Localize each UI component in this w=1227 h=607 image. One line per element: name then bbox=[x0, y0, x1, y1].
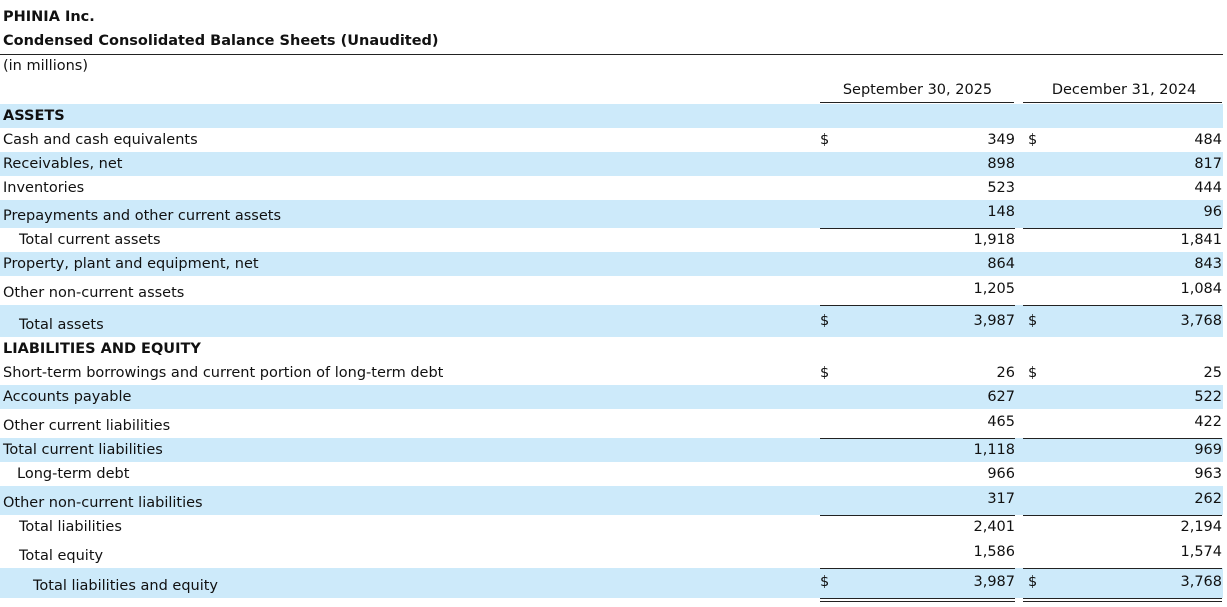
title-rule bbox=[0, 54, 1223, 55]
cell-value: 444 bbox=[1194, 180, 1222, 196]
row-label: Short-term borrowings and current portio… bbox=[3, 365, 444, 381]
row-background bbox=[0, 486, 1223, 515]
row-background bbox=[0, 568, 1223, 598]
row-label: Receivables, net bbox=[3, 156, 123, 172]
cell-value: 963 bbox=[1194, 466, 1222, 482]
row-label: Prepayments and other current assets bbox=[3, 208, 282, 224]
row-label: Other non-current assets bbox=[3, 285, 185, 301]
section-heading: ASSETS bbox=[3, 108, 65, 124]
column-header: December 31, 2024 bbox=[1051, 82, 1197, 98]
cell-value: 148 bbox=[987, 204, 1015, 220]
row-label: Total liabilities and equity bbox=[33, 578, 219, 594]
row-label: Total equity bbox=[19, 548, 104, 564]
subtotal-rule bbox=[820, 438, 1015, 439]
cell-value: 1,918 bbox=[973, 232, 1015, 248]
currency-symbol: $ bbox=[1028, 365, 1038, 381]
row-background bbox=[0, 252, 1223, 276]
row-label: Cash and cash equivalents bbox=[3, 132, 198, 148]
total-rule bbox=[1023, 598, 1222, 599]
cell-value: 1,586 bbox=[973, 544, 1015, 560]
column-rule bbox=[820, 102, 1014, 103]
cell-value: 898 bbox=[987, 156, 1015, 172]
cell-value: 817 bbox=[1194, 156, 1222, 172]
cell-value: 3,768 bbox=[1180, 574, 1222, 590]
cell-value: 1,841 bbox=[1180, 232, 1222, 248]
cell-value: 843 bbox=[1194, 256, 1222, 272]
cell-value: 349 bbox=[987, 132, 1015, 148]
row-label: Long-term debt bbox=[17, 466, 130, 482]
cell-value: 966 bbox=[987, 466, 1015, 482]
currency-symbol: $ bbox=[820, 574, 830, 590]
row-label: Total current liabilities bbox=[3, 442, 163, 458]
currency-symbol: $ bbox=[820, 313, 830, 329]
subtotal-rule bbox=[1023, 228, 1222, 229]
cell-value: 262 bbox=[1194, 491, 1222, 507]
column-header: September 30, 2025 bbox=[842, 82, 993, 98]
row-label: Inventories bbox=[3, 180, 85, 196]
subtotal-rule bbox=[820, 568, 1015, 569]
row-background bbox=[0, 385, 1223, 409]
cell-value: 627 bbox=[987, 389, 1015, 405]
cell-value: 1,574 bbox=[1180, 544, 1222, 560]
cell-value: 522 bbox=[1194, 389, 1222, 405]
cell-value: 969 bbox=[1194, 442, 1222, 458]
subtotal-rule bbox=[820, 305, 1015, 306]
currency-symbol: $ bbox=[1028, 313, 1038, 329]
row-background bbox=[0, 305, 1223, 337]
subtotal-rule bbox=[1023, 515, 1222, 516]
currency-symbol: $ bbox=[820, 365, 830, 381]
currency-symbol: $ bbox=[1028, 574, 1038, 590]
column-rule bbox=[1023, 102, 1222, 103]
cell-value: 465 bbox=[987, 414, 1015, 430]
subtotal-rule bbox=[1023, 568, 1222, 569]
row-label: Total current assets bbox=[19, 232, 161, 248]
cell-value: 1,084 bbox=[1180, 281, 1222, 297]
total-rule bbox=[820, 598, 1015, 599]
currency-symbol: $ bbox=[820, 132, 830, 148]
cell-value: 1,205 bbox=[973, 281, 1015, 297]
subtotal-rule bbox=[820, 515, 1015, 516]
row-label: Accounts payable bbox=[3, 389, 132, 405]
cell-value: 484 bbox=[1194, 132, 1222, 148]
row-background bbox=[0, 152, 1223, 176]
row-label: Other current liabilities bbox=[3, 418, 171, 434]
company-name: PHINIA Inc. bbox=[3, 9, 95, 25]
cell-value: 3,987 bbox=[973, 313, 1015, 329]
cell-value: 3,987 bbox=[973, 574, 1015, 590]
cell-value: 864 bbox=[987, 256, 1015, 272]
cell-value: 317 bbox=[987, 491, 1015, 507]
cell-value: 3,768 bbox=[1180, 313, 1222, 329]
cell-value: 96 bbox=[1203, 204, 1222, 220]
subtotal-rule bbox=[1023, 438, 1222, 439]
cell-value: 1,118 bbox=[973, 442, 1015, 458]
cell-value: 523 bbox=[987, 180, 1015, 196]
row-background bbox=[0, 200, 1223, 228]
section-heading: LIABILITIES AND EQUITY bbox=[3, 341, 201, 357]
subtotal-rule bbox=[1023, 305, 1222, 306]
row-background bbox=[0, 438, 1223, 462]
cell-value: 25 bbox=[1203, 365, 1222, 381]
total-rule bbox=[820, 601, 1015, 602]
currency-symbol: $ bbox=[1028, 132, 1038, 148]
row-label: Other non-current liabilities bbox=[3, 495, 203, 511]
cell-value: 422 bbox=[1194, 414, 1222, 430]
row-label: Total assets bbox=[19, 317, 104, 333]
cell-value: 2,194 bbox=[1180, 519, 1222, 535]
units-note: (in millions) bbox=[3, 58, 88, 74]
total-rule bbox=[1023, 601, 1222, 602]
cell-value: 26 bbox=[996, 365, 1015, 381]
report-title: Condensed Consolidated Balance Sheets (U… bbox=[3, 33, 439, 49]
cell-value: 2,401 bbox=[973, 519, 1015, 535]
subtotal-rule bbox=[820, 228, 1015, 229]
row-label: Total liabilities bbox=[19, 519, 122, 535]
row-label: Property, plant and equipment, net bbox=[3, 256, 259, 272]
row-background bbox=[0, 104, 1223, 128]
